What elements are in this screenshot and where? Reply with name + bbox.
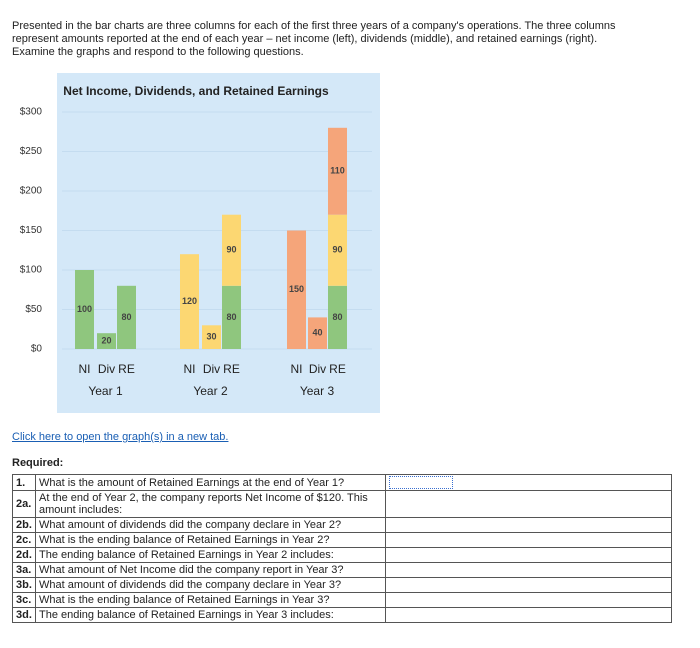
chart-background bbox=[57, 73, 380, 413]
answer-cell[interactable] bbox=[385, 474, 672, 491]
questions-table: 1. What is the amount of Retained Earning… bbox=[12, 474, 672, 623]
bar-segment bbox=[328, 214, 347, 286]
question-text: What amount of Net Income did the compan… bbox=[35, 562, 386, 578]
question-row: 2b. What amount of dividends did the comp… bbox=[12, 517, 672, 533]
question-text: What amount of dividends did the company… bbox=[35, 517, 386, 533]
bar-segment bbox=[308, 317, 327, 349]
answer-cell[interactable] bbox=[385, 490, 672, 518]
data-label: 20 bbox=[101, 335, 111, 345]
group-label: Year 3 bbox=[300, 384, 335, 398]
answer-cell[interactable] bbox=[385, 517, 672, 533]
question-number: 2a. bbox=[12, 490, 36, 518]
bar-segment bbox=[202, 325, 221, 349]
answer-cell[interactable] bbox=[385, 577, 672, 593]
question-number: 3a. bbox=[12, 562, 36, 578]
open-graph-link[interactable]: Click here to open the graph(s) in a new… bbox=[12, 431, 229, 443]
bar-segment bbox=[328, 285, 347, 349]
required-label: Required: bbox=[12, 457, 64, 469]
question-row: 2d. The ending balance of Retained Earnin… bbox=[12, 547, 672, 563]
x-tick-label: Div bbox=[203, 362, 220, 376]
data-label: 90 bbox=[332, 245, 342, 255]
question-text: The ending balance of Retained Earnings … bbox=[35, 607, 386, 623]
y-tick-label: $50 bbox=[25, 304, 42, 315]
question-text: At the end of Year 2, the company report… bbox=[35, 490, 386, 518]
x-tick-label: RE bbox=[223, 362, 240, 376]
data-label: 150 bbox=[289, 284, 304, 294]
question-number: 2d. bbox=[12, 547, 36, 563]
data-label: 80 bbox=[332, 312, 342, 322]
y-tick-label: $300 bbox=[20, 107, 43, 118]
question-number: 3c. bbox=[12, 592, 36, 608]
question-row: 1. What is the amount of Retained Earning… bbox=[12, 474, 672, 491]
bar-segment bbox=[97, 333, 116, 349]
question-row: 3a. What amount of Net Income did the com… bbox=[12, 562, 672, 578]
question-row: 3c. What is the ending balance of Retaine… bbox=[12, 592, 672, 608]
question-number: 3b. bbox=[12, 577, 36, 593]
answer-cell[interactable] bbox=[385, 562, 672, 578]
chart: Net Income, Dividends, and Retained Earn… bbox=[20, 73, 380, 413]
y-tick-label: $200 bbox=[20, 186, 43, 197]
bar-segment bbox=[180, 254, 199, 349]
x-tick-label: Div bbox=[309, 362, 326, 376]
question-number: 3d. bbox=[12, 607, 36, 623]
question-row: 3b. What amount of dividends did the comp… bbox=[12, 577, 672, 593]
intro-text: Presented in the bar charts are three co… bbox=[12, 20, 616, 58]
bar-segment bbox=[328, 127, 347, 215]
x-tick-label: RE bbox=[329, 362, 346, 376]
bar-segment bbox=[222, 214, 241, 286]
chart-title: Net Income, Dividends, and Retained Earn… bbox=[63, 84, 329, 98]
answer-cell[interactable] bbox=[385, 592, 672, 608]
bar-segment bbox=[117, 285, 136, 349]
question-number: 2c. bbox=[12, 532, 36, 548]
question-number: 1. bbox=[12, 474, 36, 491]
data-label: 90 bbox=[226, 245, 236, 255]
group-label: Year 2 bbox=[193, 384, 228, 398]
y-tick-label: $150 bbox=[20, 225, 43, 236]
data-label: 40 bbox=[312, 328, 322, 338]
question-row: 3d. The ending balance of Retained Earnin… bbox=[12, 607, 672, 623]
data-label: 80 bbox=[121, 312, 131, 322]
x-tick-label: NI bbox=[79, 362, 91, 376]
group-label: Year 1 bbox=[88, 384, 123, 398]
y-tick-label: $0 bbox=[31, 344, 43, 355]
question-row: 2a. At the end of Year 2, the company rep… bbox=[12, 490, 672, 518]
bar-segment bbox=[75, 270, 94, 349]
data-label: 30 bbox=[206, 332, 216, 342]
answer-cell[interactable] bbox=[385, 547, 672, 563]
question-text: What is the ending balance of Retained E… bbox=[35, 532, 386, 548]
bar-segment bbox=[222, 285, 241, 349]
y-tick-label: $250 bbox=[20, 146, 43, 157]
answer-cell[interactable] bbox=[385, 532, 672, 548]
y-tick-label: $100 bbox=[20, 265, 43, 276]
data-label: 110 bbox=[330, 166, 345, 176]
data-label: 100 bbox=[77, 304, 92, 314]
question-text: What is the amount of Retained Earnings … bbox=[35, 474, 386, 491]
x-tick-label: Div bbox=[98, 362, 115, 376]
data-label: 80 bbox=[226, 312, 236, 322]
x-tick-label: NI bbox=[184, 362, 196, 376]
question-text: The ending balance of Retained Earnings … bbox=[35, 547, 386, 563]
question-row: 2c. What is the ending balance of Retaine… bbox=[12, 532, 672, 548]
answer-input[interactable] bbox=[389, 476, 453, 489]
question-text: What is the ending balance of Retained E… bbox=[35, 592, 386, 608]
question-number: 2b. bbox=[12, 517, 36, 533]
question-text: What amount of dividends did the company… bbox=[35, 577, 386, 593]
data-label: 120 bbox=[182, 296, 197, 306]
answer-cell[interactable] bbox=[385, 607, 672, 623]
bar-segment bbox=[287, 230, 306, 349]
x-tick-label: RE bbox=[118, 362, 135, 376]
x-tick-label: NI bbox=[291, 362, 303, 376]
